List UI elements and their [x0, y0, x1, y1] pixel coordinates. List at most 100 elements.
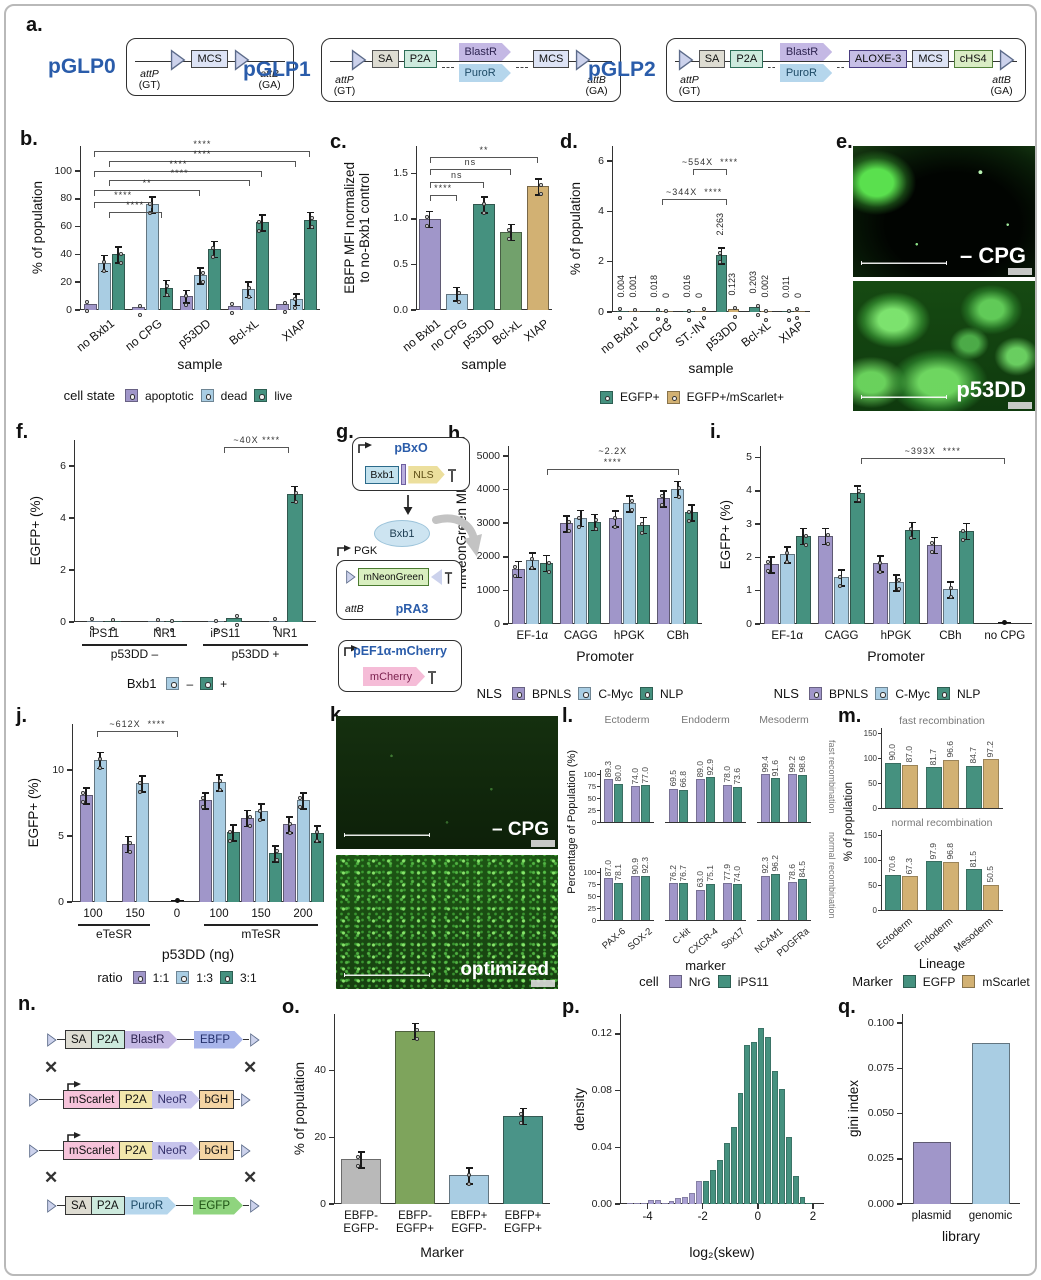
chs4-box: cHS4	[953, 50, 993, 68]
x-tick-label: no CPG	[122, 316, 166, 354]
data-point	[632, 316, 637, 321]
y-tick-mark	[755, 623, 760, 625]
error-cap	[182, 289, 190, 292]
bar	[254, 811, 268, 902]
data-point	[228, 839, 232, 844]
y-tick-mark	[897, 1022, 902, 1024]
error-cap	[767, 556, 775, 558]
x-tick-label: NR1	[153, 628, 177, 640]
data-point	[169, 618, 174, 623]
y-tick-label: 1.5	[393, 166, 408, 179]
data-point	[837, 584, 842, 589]
panel-e-letter: e.	[836, 131, 853, 153]
bar	[641, 875, 650, 920]
plasmid-pglp1: pGLP1 SA P2A BlastR PuroR MCS attP (GT) a…	[243, 38, 621, 102]
x-tick-label: 150	[125, 908, 145, 920]
sig-bracket	[429, 182, 484, 189]
error-bar	[117, 246, 119, 263]
bar	[212, 782, 226, 902]
error-cap	[783, 546, 791, 548]
y-tick-mark	[755, 490, 760, 492]
y-tick-label: 0	[746, 617, 752, 630]
x-tick-label: XIAP	[776, 318, 807, 347]
gene-row: mCherry	[345, 667, 455, 686]
BPNLS-legend-swatch	[808, 687, 822, 700]
y-axis-label: Percentage of Population (%)	[566, 750, 578, 894]
data-point	[878, 570, 882, 575]
1:3-legend-swatch	[176, 971, 190, 984]
micrograph-optimized: optimized	[336, 855, 558, 989]
bar	[771, 778, 780, 822]
x-tick-label: Mesoderm	[952, 916, 996, 955]
bar	[884, 874, 901, 910]
y-tick-mark	[607, 160, 612, 162]
y-tick-mark	[878, 859, 881, 861]
data-point	[275, 858, 279, 863]
EGFP+-legend-swatch	[599, 390, 613, 404]
data-point	[576, 515, 581, 520]
–-legend-swatch	[166, 677, 180, 690]
y-tick-mark	[69, 465, 74, 467]
data-point	[248, 823, 252, 828]
error-cap	[519, 1107, 527, 1110]
section-line	[77, 924, 151, 926]
bar	[884, 763, 901, 808]
error-bar	[580, 509, 582, 526]
legend: cell NrG iPS11	[570, 974, 838, 989]
data-point	[424, 214, 429, 219]
bar-value-label: 77.9	[721, 864, 732, 881]
bar	[418, 218, 441, 310]
x-axis-line	[665, 920, 746, 922]
sig-label: **	[479, 145, 489, 156]
x-tick-label: hPGK	[880, 630, 912, 642]
sig-label: ****	[126, 199, 145, 210]
dashed-link	[837, 66, 844, 68]
scale-bar	[344, 973, 430, 977]
data-point	[617, 306, 622, 311]
bar	[706, 883, 715, 920]
x-tick-mark	[646, 1204, 649, 1209]
y-tick-mark	[411, 309, 416, 311]
y-tick-label: 50	[868, 779, 877, 788]
scale-bar	[861, 261, 947, 265]
section-label: eTeSR	[95, 927, 132, 941]
backbone-line	[177, 1038, 194, 1041]
x-tick-label: Sox17	[719, 926, 748, 952]
plasmid-name: pGLP0	[48, 55, 116, 78]
hist-bar	[627, 1202, 634, 1204]
plasmid-name: pRA3	[395, 602, 429, 616]
y-tick-label: 4000	[476, 483, 500, 496]
bar	[850, 493, 866, 624]
bar	[622, 503, 636, 624]
bar	[904, 529, 920, 624]
legend: NLS BPNLS C-Myc NLP	[716, 686, 1038, 701]
y-tick-label: 0	[494, 617, 500, 630]
bar	[669, 788, 678, 822]
data-point	[632, 307, 637, 312]
bar-value-label: 0.018	[649, 275, 659, 298]
backbone-line	[243, 1038, 249, 1041]
error-cap	[426, 210, 434, 213]
bar	[198, 800, 212, 902]
mScarlet-legend-swatch	[962, 975, 976, 988]
bar	[636, 524, 650, 624]
bar-value-label: 74.0	[731, 865, 742, 883]
plot-area	[902, 1014, 1020, 1204]
data-point	[85, 300, 89, 305]
facet-title: Endoderm	[681, 714, 730, 726]
plot-area	[72, 724, 324, 902]
bar	[614, 882, 623, 920]
y-tick-label: 0	[598, 305, 604, 318]
data-point	[717, 260, 722, 265]
bar-value-label: 90.0	[886, 744, 897, 761]
data-point	[630, 499, 635, 504]
bar-value-label: 84.5	[796, 860, 807, 878]
x-axis-line	[757, 920, 811, 922]
y-tick-label: 150	[863, 729, 877, 738]
image-info-chip	[1008, 268, 1032, 275]
plasmid-name: pGLP2	[588, 58, 656, 81]
error-cap	[534, 194, 542, 196]
y-tick-mark	[615, 1203, 620, 1205]
data-point	[235, 623, 240, 628]
data-point	[283, 301, 287, 306]
